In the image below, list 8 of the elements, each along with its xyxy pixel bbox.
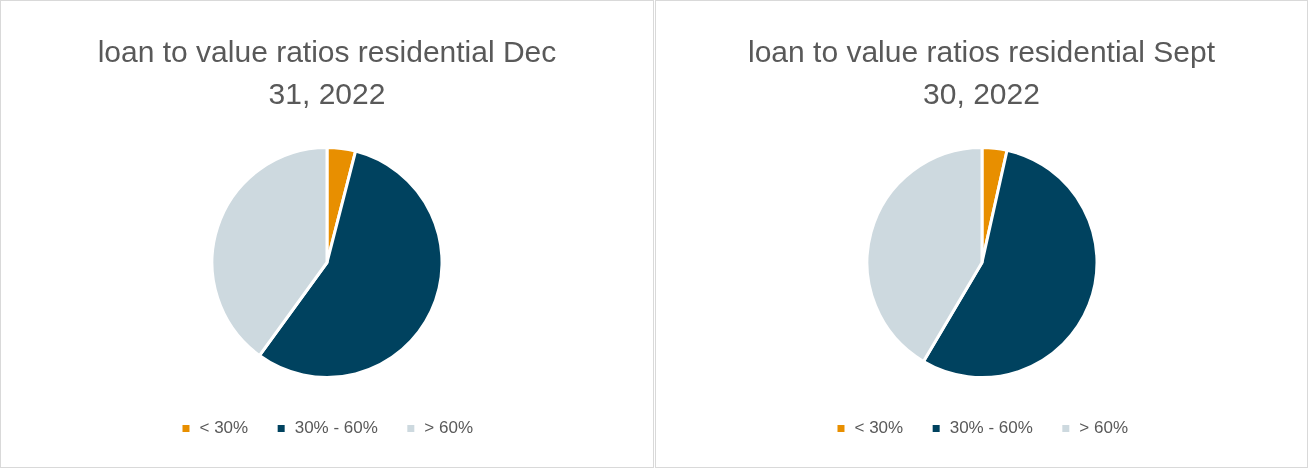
chart-title: loan to value ratios residential Sept 30, 2022 [747,34,1216,112]
legend-label: 30% - 60% [949,418,1033,438]
legend-label: < 30% [199,418,249,438]
legend-label: > 60% [424,418,474,438]
chart-title: loan to value ratios residential Dec 31, 2022 [96,34,558,112]
legend-label: < 30% [854,418,903,438]
legend-label: > 60% [1078,418,1128,438]
legend-label: 30% - 60% [294,418,378,438]
